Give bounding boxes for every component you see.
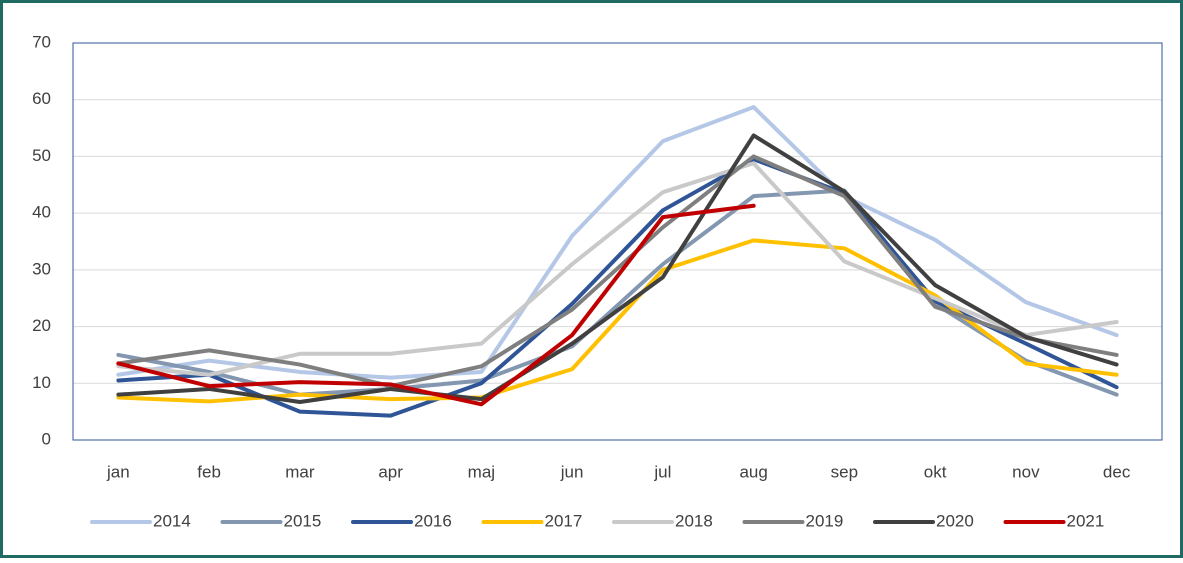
legend-label: 2021: [1067, 511, 1105, 530]
x-tick-label: feb: [197, 462, 221, 481]
x-tick-label: sep: [831, 462, 858, 481]
plot-border: [72, 42, 1163, 441]
legend-label: 2014: [153, 511, 191, 530]
x-tick-label: jun: [560, 462, 584, 481]
y-tick-label: 20: [32, 316, 51, 335]
y-tick-label: 0: [42, 429, 51, 448]
legend-label: 2020: [936, 511, 974, 530]
series-line: [116, 133, 1119, 405]
series-line: [116, 161, 1119, 377]
legend-label: 2017: [545, 511, 583, 530]
y-tick-label: 50: [32, 146, 51, 165]
legend-label: 2018: [675, 511, 713, 530]
x-tick-label: nov: [1012, 462, 1040, 481]
x-tick-label: apr: [378, 462, 403, 481]
series-line: [116, 238, 1119, 404]
x-tick-label: jul: [653, 462, 671, 481]
y-tick-label: 70: [32, 32, 51, 51]
y-tick-label: 30: [32, 259, 51, 278]
x-tick-label: maj: [468, 462, 495, 481]
x-tick-label: jan: [106, 462, 130, 481]
x-tick-label: aug: [739, 462, 767, 481]
legend-label: 2019: [806, 511, 844, 530]
x-tick-label: dec: [1103, 462, 1131, 481]
series-line: [116, 203, 756, 407]
x-tick-label: mar: [285, 462, 315, 481]
legend-label: 2015: [284, 511, 322, 530]
y-tick-label: 60: [32, 89, 51, 108]
legend-label: 2016: [414, 511, 452, 530]
series-line: [116, 154, 1119, 389]
y-tick-label: 10: [32, 373, 51, 392]
y-tick-label: 40: [32, 203, 51, 222]
series-line: [116, 105, 1119, 380]
x-tick-label: okt: [924, 462, 947, 481]
